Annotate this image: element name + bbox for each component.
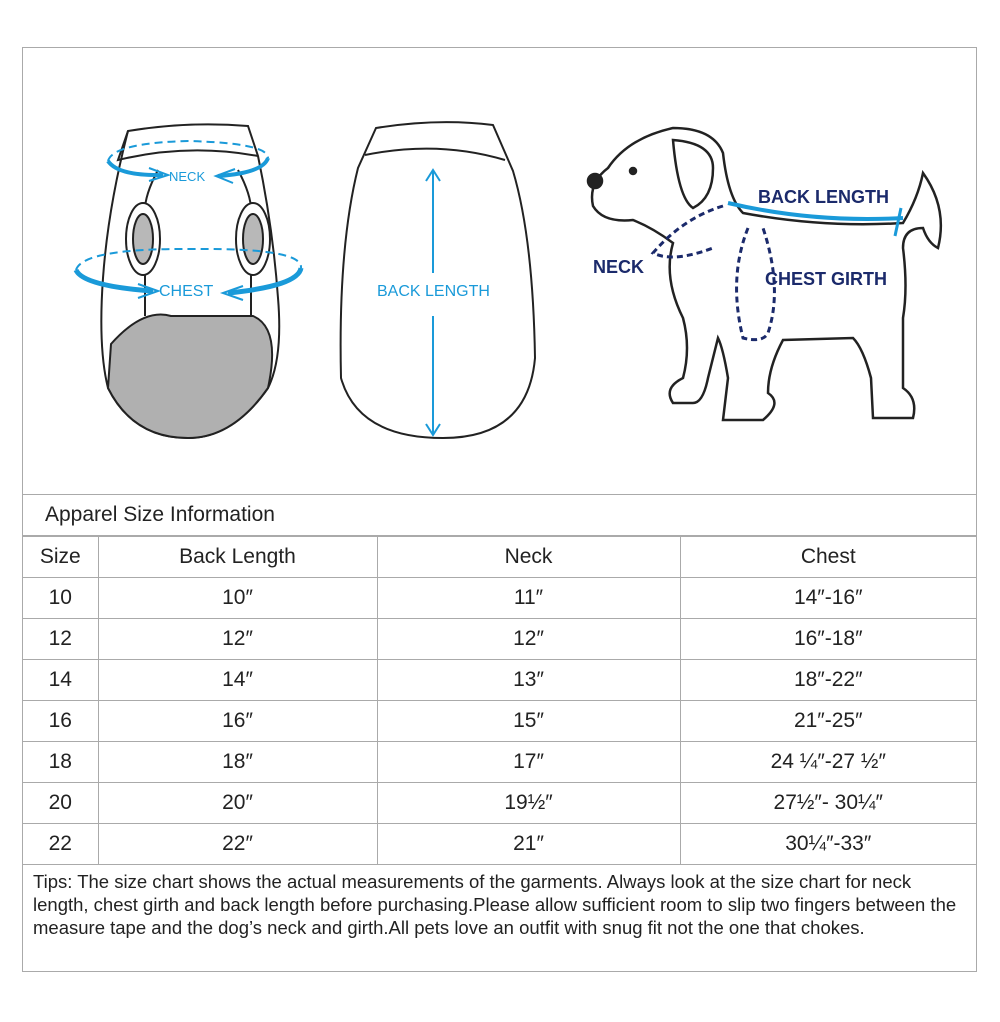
cell-neck: 13″	[376, 659, 681, 701]
cell-back-length: 20″	[97, 782, 378, 824]
header-neck: Neck	[376, 536, 681, 578]
header-size: Size	[23, 536, 99, 578]
cell-back-length: 12″	[97, 618, 378, 660]
measurement-illustration: NECK CHEST BACK LENGTH BA	[23, 48, 976, 495]
back-length-label: BACK LENGTH	[377, 283, 490, 300]
cell-neck: 15″	[376, 700, 681, 742]
cell-chest: 18″-22″	[679, 659, 976, 701]
cell-chest: 30¼″-33″	[679, 823, 976, 865]
cell-neck: 19½″	[376, 782, 681, 824]
garment-back	[339, 121, 537, 440]
cell-chest: 27½″- 30¼″	[679, 782, 976, 824]
cell-size: 14	[23, 659, 99, 701]
cell-chest: 14″-16″	[679, 577, 976, 619]
dog-back-length-label: BACK LENGTH	[758, 187, 889, 207]
table-row: 18 18″ 17″ 24 ¼″-27 ½″	[23, 741, 976, 783]
cell-neck: 17″	[376, 741, 681, 783]
cell-chest: 21″-25″	[679, 700, 976, 742]
cell-chest: 24 ¼″-27 ½″	[679, 741, 976, 783]
dog-illustration	[586, 126, 943, 422]
cell-back-length: 16″	[97, 700, 378, 742]
cell-size: 10	[23, 577, 99, 619]
table-row: 12 12″ 12″ 16″-18″	[23, 618, 976, 660]
tips-text: Tips: The size chart shows the actual me…	[33, 871, 957, 938]
garment-front	[100, 123, 281, 440]
cell-size: 16	[23, 700, 99, 742]
cell-size: 12	[23, 618, 99, 660]
table-row: 20 20″ 19½″ 27½″- 30¼″	[23, 782, 976, 824]
size-table: Size Back Length Neck Chest 10 10″ 11″ 14″-…	[23, 536, 976, 865]
table-title: Apparel Size Information	[23, 494, 976, 536]
cell-back-length: 14″	[97, 659, 378, 701]
cell-back-length: 18″	[97, 741, 378, 783]
neck-label: NECK	[169, 169, 205, 184]
cell-size: 20	[23, 782, 99, 824]
chest-label: CHEST	[159, 283, 213, 300]
cell-chest: 16″-18″	[679, 618, 976, 660]
cell-size: 22	[23, 823, 99, 865]
header-back-length: Back Length	[97, 536, 378, 578]
dog-neck-label: NECK	[593, 257, 644, 277]
cell-neck: 12″	[376, 618, 681, 660]
back-length-arrow	[425, 168, 441, 437]
size-chart: NECK CHEST BACK LENGTH BA	[22, 47, 977, 972]
neck-measure-arrow	[106, 139, 270, 184]
cell-neck: 11″	[376, 577, 681, 619]
cell-back-length: 10″	[97, 577, 378, 619]
cell-neck: 21″	[376, 823, 681, 865]
dog-chest-girth-label: CHEST GIRTH	[765, 269, 887, 289]
cell-back-length: 22″	[97, 823, 378, 865]
header-chest: Chest	[679, 536, 976, 578]
table-row: 16 16″ 15″ 21″-25″	[23, 700, 976, 742]
dog-measure-arrows	[650, 201, 904, 342]
table-header-row: Size Back Length Neck Chest	[23, 536, 976, 578]
table-row: 14 14″ 13″ 18″-22″	[23, 659, 976, 701]
chest-measure-arrow	[73, 247, 304, 301]
table-row: 10 10″ 11″ 14″-16″	[23, 577, 976, 619]
cell-size: 18	[23, 741, 99, 783]
table-row: 22 22″ 21″ 30¼″-33″	[23, 823, 976, 865]
